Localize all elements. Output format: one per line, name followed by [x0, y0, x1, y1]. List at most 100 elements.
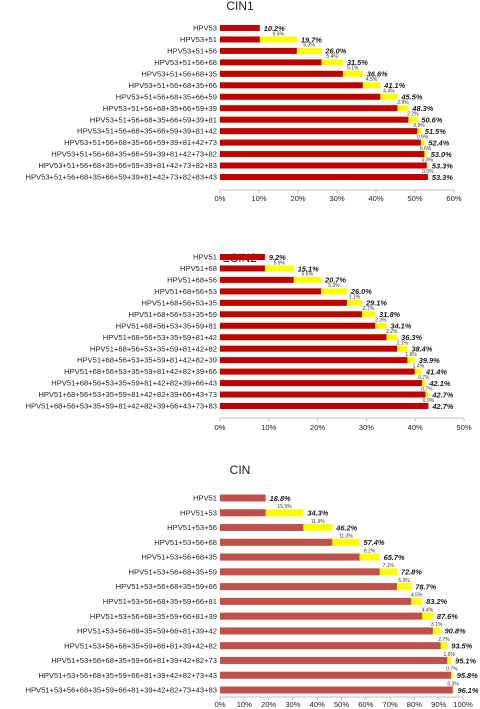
cumulative-bar [220, 82, 363, 89]
increment-label: 3.1% [431, 622, 443, 628]
value-label: 65.7% [384, 553, 405, 562]
increment-label: 5.9% [398, 578, 410, 584]
category-label: HPV51+53+56+68+35+59+66+81+39+42 [77, 627, 217, 636]
x-tick-label: 50% [456, 423, 471, 432]
increment-label: 5.3% [328, 283, 340, 289]
cumulative-bar [220, 299, 347, 306]
value-label: 46.2% [335, 523, 357, 532]
increment-label: 4.4% [422, 607, 434, 613]
increment-label: 5.6% [302, 272, 314, 278]
category-label: HPV51+68+56+53+35+59+81+42+82+39+66+43 [51, 379, 217, 388]
increment-label: 0.9% [413, 123, 425, 129]
category-label: HPV51+68+56+53+35+59 [129, 310, 217, 319]
category-label: HPV53+51+56+68+35+66+59+39+81+42+73+82+8… [25, 173, 217, 182]
value-label: 72.8% [401, 568, 422, 577]
increment-label: 0.3% [422, 157, 434, 163]
x-tick-label: 40% [408, 423, 423, 432]
cumulative-bar [220, 36, 260, 43]
category-label: HPV53+51+56+68+35+66+59 [116, 92, 217, 101]
category-label: HPV53+51+56+68+35+66 [129, 81, 217, 90]
value-label: 41.1% [383, 81, 405, 90]
value-label: 51.5% [425, 127, 446, 136]
category-label: HPV51+53+56+68+35+59+66 [116, 582, 217, 591]
x-tick-label: 40% [310, 700, 325, 709]
category-label: HPV51+53+56+68+35+59+66+81+39+42+82+73+4… [25, 686, 217, 695]
value-label: 38.4% [411, 344, 432, 353]
increment-label: 5.4% [326, 54, 338, 60]
value-label: 87.6% [437, 612, 458, 621]
cumulative-bar [220, 553, 360, 561]
increment-label: 2.9% [397, 100, 409, 106]
increment-label: 8.2% [364, 548, 376, 554]
category-label: HPV51+68+56+53+35+59+81+42+82+39+66+43+7… [38, 390, 217, 399]
x-tick-label: 50% [407, 194, 422, 203]
x-tick-label: 20% [310, 423, 325, 432]
value-label: 34.1% [390, 322, 411, 331]
x-tick-label: 40% [368, 194, 383, 203]
cumulative-bar [220, 276, 294, 283]
cumulative-bar [220, 93, 381, 100]
category-label: HPV51 [193, 494, 217, 503]
category-label: HPV53+51+56+68+35 [141, 69, 217, 78]
cumulative-bar [220, 265, 265, 272]
value-label: 41.4% [425, 367, 447, 376]
category-label: HPV51+53+56+68+35+59+66+81+39 [90, 612, 217, 621]
category-label: HPV53+51+56+68+35+66+59+39+81+42 [77, 127, 217, 136]
value-label: 39.9% [419, 356, 440, 365]
cumulative-bar [220, 105, 398, 112]
category-label: HPV53+51+56+68+35+66+59+39+81 [90, 115, 217, 124]
category-label: HPV53+51+56+68 [154, 58, 217, 67]
value-label: 78.7% [415, 582, 436, 591]
category-label: HPV51+68+56+53+35+59+81+42+82+39+66 [64, 367, 217, 376]
value-label: 31.8% [379, 310, 400, 319]
increment-label: 15.5% [277, 504, 292, 510]
increment-label: 7.1% [383, 563, 395, 569]
increment-label: 0.6% [420, 146, 432, 152]
cumulative-bar [220, 151, 425, 158]
x-tick-label: 10% [261, 423, 276, 432]
category-label: HPV53+51+56+68+35+66+59+39 [103, 104, 217, 113]
value-label: 50.6% [421, 115, 442, 124]
category-label: HPV51+53+56+68+35+59+66+81+39+42+82+73+4… [38, 671, 217, 680]
x-tick-label: 30% [285, 700, 300, 709]
x-tick-label: 50% [334, 700, 349, 709]
value-label: 19.7% [301, 35, 322, 44]
cumulative-bar [220, 322, 376, 329]
value-label: 20.7% [324, 276, 346, 285]
cumulative-bar [220, 116, 409, 123]
cumulative-bar [220, 288, 322, 295]
value-label: 57.4% [363, 538, 384, 547]
x-tick-label: 60% [358, 700, 373, 709]
cumulative-bar [220, 686, 453, 694]
increment-label: 11.3% [339, 534, 353, 540]
cumulative-bar [220, 380, 423, 387]
x-tick-label: 0% [215, 423, 226, 432]
category-label: HPV51+68+56 [167, 276, 217, 285]
x-tick-label: 10% [251, 194, 266, 203]
value-label: 31.5% [347, 58, 368, 67]
cumulative-bar [220, 402, 429, 409]
x-tick-label: 0% [215, 700, 226, 709]
cumulative-bar [220, 59, 322, 66]
cumulative-bar [220, 391, 426, 398]
category-label: HPV51+53+56+68+35+59+66+81+39+42+82+73 [51, 656, 217, 665]
value-label: 15.1% [298, 264, 319, 273]
increment-label: 4.4% [383, 89, 395, 95]
increment-label: 0.3% [447, 681, 459, 687]
chart-title: CIN1 [226, 0, 254, 13]
cumulative-bar [220, 311, 363, 318]
category-label: HPV51+53 [180, 508, 217, 517]
cumulative-bar [220, 70, 343, 77]
category-label: HPV51+68+56+53+35+59+81+42+82+39+66+43+7… [25, 402, 217, 411]
value-label: 42.7% [431, 402, 453, 411]
cumulative-bar [220, 642, 441, 650]
x-tick-label: 60% [446, 194, 461, 203]
value-label: 52.4% [428, 138, 449, 147]
value-label: 36.3% [401, 333, 422, 342]
increment-label: 0.9% [417, 134, 429, 140]
increment-label: 3.1% [349, 295, 361, 301]
x-tick-label: 10% [237, 700, 252, 709]
value-label: 26.0% [350, 287, 372, 296]
cumulative-bar [220, 612, 423, 620]
cumulative-bar [220, 538, 333, 546]
